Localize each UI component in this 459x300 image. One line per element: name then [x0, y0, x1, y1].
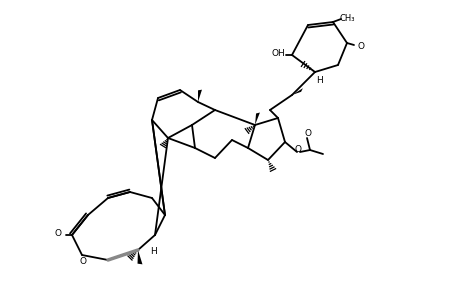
Text: OH: OH — [270, 49, 284, 58]
Text: CH₃: CH₃ — [339, 14, 354, 22]
Polygon shape — [197, 90, 202, 102]
Text: O: O — [79, 256, 86, 266]
Text: H: H — [150, 248, 157, 256]
Text: O: O — [357, 41, 364, 50]
Text: O: O — [54, 229, 62, 238]
Polygon shape — [291, 88, 302, 95]
Polygon shape — [137, 250, 142, 264]
Text: O: O — [304, 128, 311, 137]
Text: O: O — [294, 145, 301, 154]
Text: H: H — [316, 76, 323, 85]
Polygon shape — [254, 112, 259, 125]
